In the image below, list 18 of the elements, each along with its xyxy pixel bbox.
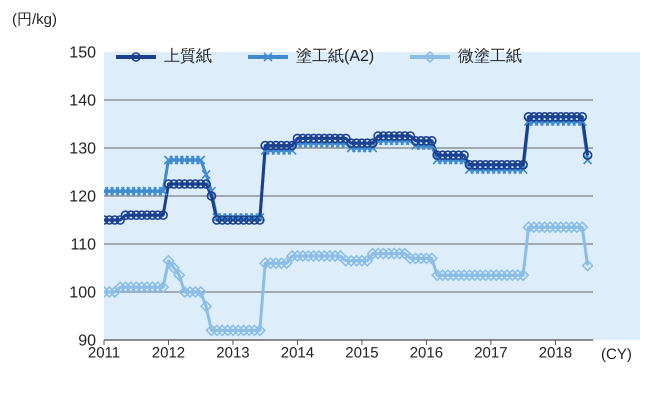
y-tick-label: 100 [69, 284, 96, 302]
x-tick-label: 2015 [345, 344, 379, 362]
x-tick-label: 2013 [216, 344, 250, 362]
y-axis-title: (円/kg) [12, 10, 57, 29]
y-tick-label: 140 [69, 92, 96, 110]
y-tick-label: 120 [69, 188, 96, 206]
x-tick-label: 2012 [152, 344, 186, 362]
y-tick-label: 130 [69, 140, 96, 158]
legend-label: 塗工紙(A2) [296, 47, 374, 67]
x-tick-label: 2016 [410, 344, 444, 362]
x-tick-label: 2018 [538, 344, 572, 362]
x-tick-label: 2017 [474, 344, 508, 362]
legend-label: 微塗工紙 [458, 47, 522, 67]
y-tick-label: 110 [70, 236, 96, 254]
legend-label: 上質紙 [164, 46, 212, 67]
y-tick-label: 150 [69, 44, 96, 62]
x-tick-label: 2014 [280, 344, 314, 362]
x-axis-title: (CY) [601, 346, 632, 363]
